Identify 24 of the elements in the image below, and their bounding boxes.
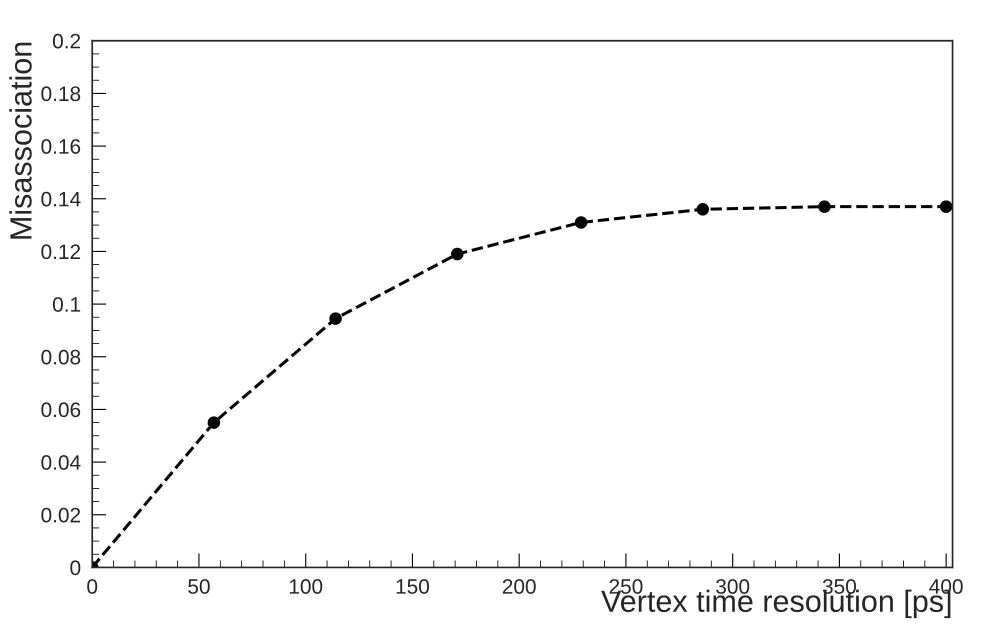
y-tick-label: 0.2: [52, 34, 80, 49]
point: [940, 200, 952, 213]
point: [208, 416, 220, 429]
y-tick-label: 0.08: [41, 350, 80, 365]
point: [818, 200, 831, 213]
point: [574, 216, 588, 229]
x-tick-label: 100: [290, 579, 322, 594]
x-tick-label: 150: [396, 579, 430, 594]
x-tick-label: 200: [502, 579, 536, 594]
x-tick-label: 0: [87, 579, 98, 594]
y-tick-label: 0.12: [41, 244, 80, 260]
y-tick-label: 0.16: [41, 139, 80, 154]
y-tick-label: 0.06: [41, 402, 80, 418]
point: [329, 312, 342, 325]
y-tick-label: 0.04: [41, 455, 80, 470]
point: [696, 203, 710, 216]
y-tick-label: 0: [70, 560, 80, 576]
y-tick-label: 0.02: [41, 508, 80, 523]
y-tick-label: 0.14: [41, 192, 80, 207]
y-axis-title: Misassociation: [9, 42, 32, 239]
x-tick-label: 50: [188, 579, 210, 594]
y-tick-label: 0.1: [52, 297, 80, 312]
y-tick-label: 0.18: [41, 86, 80, 102]
point: [451, 248, 464, 260]
